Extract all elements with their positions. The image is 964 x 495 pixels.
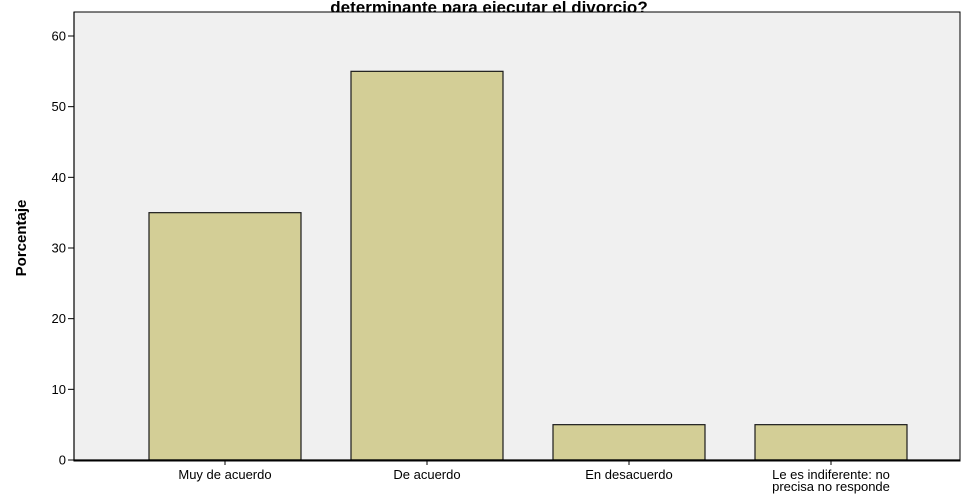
bar-3 [552,424,706,461]
y-tick-label-10: 10 [52,382,66,397]
y-axis-label: Porcentaje [13,200,30,277]
bars-group [148,70,908,461]
x-labels-group: Muy de acuerdo De acuerdo En desacuerdo Le … [178,460,890,494]
y-tick-label-50: 50 [52,99,66,114]
bar-2 [350,70,504,461]
y-tick-label-30: 30 [52,241,66,256]
y-tick-label-0: 0 [59,453,66,468]
x-tick-label-2: De acuerdo [393,467,460,482]
x-tick-label-4: Le es indiferente: no precisa no responde [772,467,890,494]
y-tick-label-60: 60 [52,29,66,44]
x-tick-label-3: En desacuerdo [585,467,672,482]
y-tick-label-20: 20 [52,311,66,326]
x-tick-label-1: Muy de acuerdo [178,467,271,482]
y-tick-label-40: 40 [52,170,66,185]
bar-1 [148,212,302,461]
y-ticks-group: 0 10 20 30 40 50 60 [52,29,74,468]
bar-4 [754,424,908,461]
